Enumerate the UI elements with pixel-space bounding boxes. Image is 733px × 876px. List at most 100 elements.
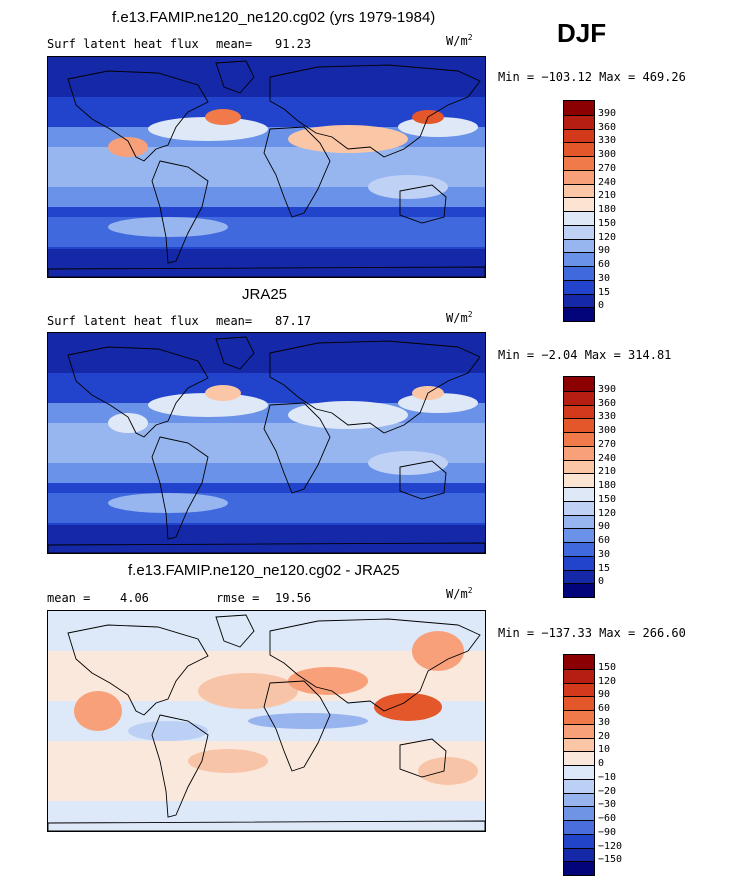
coastline (67, 70, 209, 162)
field-maximum (288, 125, 408, 153)
colorbar-swatch (564, 114, 594, 129)
field-anomaly (288, 667, 368, 695)
colorbar-tick-label: 240 (598, 176, 617, 188)
coastline (67, 624, 209, 716)
coastline (263, 680, 331, 772)
colorbar-swatch (564, 542, 594, 556)
min-max-label: Min = −137.33 Max = 266.60 (498, 626, 686, 640)
colorbar-swatch (564, 169, 594, 184)
colorbar-swatch (564, 765, 594, 779)
colorbar-swatch (564, 861, 594, 875)
colorbar-swatch (564, 211, 594, 225)
colorbar-tick-label: 60 (598, 259, 611, 270)
colorbar-tick-label: 270 (598, 438, 617, 450)
variable-label: Surf latent heat flux (47, 37, 199, 51)
colorbar-swatch (564, 555, 594, 570)
field-band (48, 249, 485, 277)
colorbar-swatch (564, 682, 594, 697)
coastlines (48, 60, 485, 277)
colorbar-tick-label: 60 (598, 535, 611, 546)
colorbar-swatch (564, 266, 594, 280)
colorbar (563, 654, 595, 876)
colorbar-swatch (564, 820, 594, 834)
colorbar-tick-label: 0 (598, 300, 605, 312)
colorbar-swatch (564, 459, 594, 474)
colorbar-swatch (564, 514, 594, 529)
coastlines (48, 614, 485, 831)
field-band (48, 333, 485, 373)
colorbar-swatch (564, 473, 594, 487)
colorbar-tick-label: 120 (598, 675, 617, 687)
colorbar-swatch (564, 710, 594, 724)
season-label: DJF (557, 18, 607, 48)
field-maximum (108, 413, 148, 433)
colorbar-tick-label: 15 (598, 286, 611, 298)
colorbar-tick-label: −30 (598, 799, 617, 811)
colorbar-swatch (564, 792, 594, 807)
panel-title: JRA25 (242, 286, 288, 303)
colorbar-tick-label: 330 (598, 135, 617, 147)
coastline (399, 738, 447, 778)
colorbar-tick-label: 390 (598, 107, 617, 119)
colorbar-tick-label: 30 (598, 272, 611, 284)
colorbar-swatch (564, 696, 594, 710)
rmse-value: 19.56 (275, 591, 312, 605)
colorbar-tick-label: 360 (598, 121, 617, 133)
contour-map (47, 56, 486, 278)
colorbar-tick-label: 60 (598, 703, 611, 714)
colorbar-swatch (564, 723, 594, 738)
coastline (48, 820, 485, 831)
colorbar-swatch (564, 128, 594, 143)
colorbar-tick-label: 330 (598, 411, 617, 423)
coastline (215, 60, 255, 94)
colorbar (563, 100, 595, 322)
colorbar-swatch (564, 390, 594, 405)
field-maximum (108, 137, 148, 157)
colorbar-tick-label: −20 (598, 785, 617, 797)
mean-value: 87.17 (275, 314, 312, 328)
coastline (263, 402, 331, 494)
colorbar-tick-label: 360 (598, 397, 617, 409)
field-maximum (288, 401, 408, 429)
field-anomaly (128, 721, 208, 741)
colorbar-swatch (564, 833, 594, 848)
colorbar-tick-label: 210 (598, 190, 617, 202)
colorbar-swatch (564, 487, 594, 501)
colorbar-tick-label: −60 (598, 813, 617, 824)
colorbar-swatch (564, 377, 594, 391)
coastlines (48, 336, 485, 553)
field-anomaly (248, 713, 368, 729)
field-maximum (205, 109, 241, 125)
colorbar-swatch (564, 293, 594, 308)
field-band (48, 493, 485, 523)
colorbar-swatch (564, 183, 594, 198)
rmse-label: rmse = (216, 591, 260, 605)
colorbar (563, 376, 595, 598)
coastline (399, 184, 447, 224)
panel-title: f.e13.FAMIP.ne120_ne120.cg02 - JRA25 (128, 562, 400, 579)
colorbar-swatch (564, 432, 594, 446)
field-band (48, 57, 485, 97)
mean-value: 91.23 (275, 37, 312, 51)
colorbar-swatch (564, 500, 594, 515)
field-band (48, 217, 485, 247)
colorbar-swatch (564, 224, 594, 239)
colorbar-tick-label: 10 (598, 744, 611, 756)
min-max-label: Min = −2.04 Max = 314.81 (498, 348, 672, 362)
colorbar-tick-label: 180 (598, 204, 617, 215)
coastline (263, 126, 331, 218)
colorbar-tick-label: 20 (598, 730, 611, 742)
field-anomaly (198, 673, 298, 709)
mean-label: mean = (47, 591, 91, 605)
colorbar-tick-label: 0 (598, 758, 605, 769)
field-maximum (205, 385, 241, 401)
colorbar-tick-label: 180 (598, 480, 617, 491)
colorbar-tick-label: 150 (598, 661, 617, 673)
field-anomaly (188, 749, 268, 773)
colorbar-tick-label: −10 (598, 771, 617, 783)
colorbar-swatch (564, 847, 594, 862)
field-maximum (148, 393, 268, 417)
variable-label: Surf latent heat flux (47, 314, 199, 328)
field-band (48, 525, 485, 553)
colorbar-swatch (564, 445, 594, 460)
